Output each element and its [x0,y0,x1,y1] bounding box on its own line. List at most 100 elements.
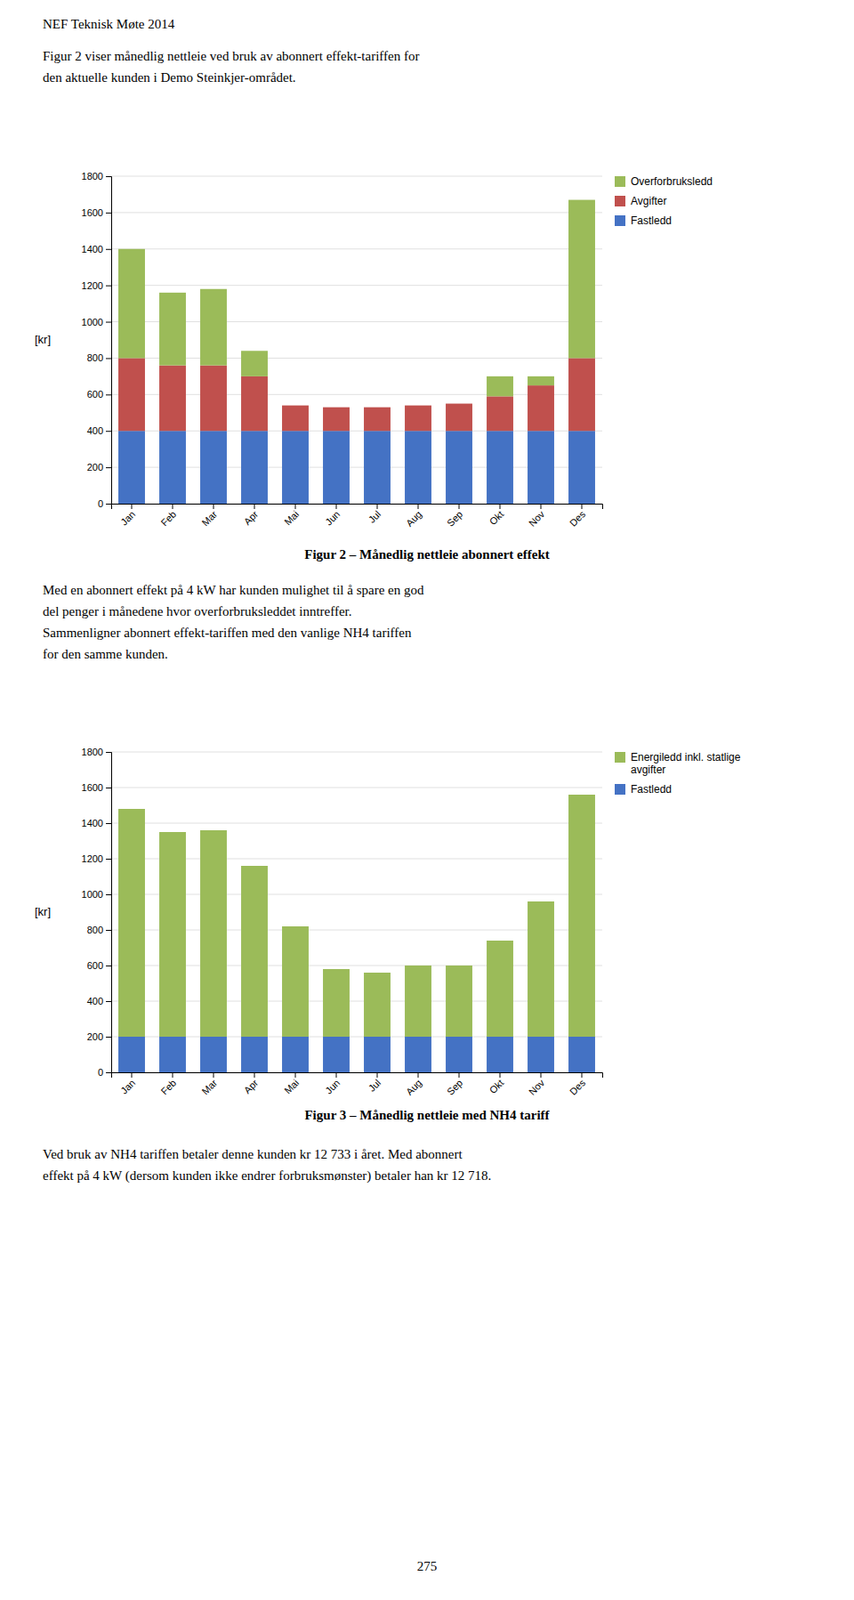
bar [200,289,227,366]
tick-mark [105,751,112,753]
legend-item: Fastledd [614,782,672,796]
bar [404,1036,432,1072]
bar [159,365,186,432]
tick: Des [567,1071,589,1097]
legend-label: Energiledd inkl. statligeavgifter [630,750,742,776]
tick: Jun [322,1071,342,1096]
tick: 200 [87,461,112,473]
bar [241,430,268,504]
bar [118,808,146,1037]
tick: 1400 [81,817,112,829]
bar [568,1036,596,1072]
bar [445,403,473,432]
tick-mark [105,965,112,967]
series [118,357,596,431]
tick-label: Jan [118,1077,137,1096]
grid-line [111,751,603,753]
tick-mark [105,322,112,323]
bar [118,357,146,431]
tick-label: 800 [87,352,104,363]
tick-label: Jul [366,508,383,525]
x-axis: JanFebMarAprMaiJunJulAugSepOktNovDes [112,503,604,529]
bar [404,404,432,406]
tick: Feb [158,503,178,528]
tick: 1800 [81,746,112,758]
tick-mark [459,503,460,509]
tick-mark [377,503,379,509]
tick: Mar [199,1071,219,1096]
tick-mark [105,822,112,824]
legend-item: Fastledd [614,214,672,227]
tick-mark [499,1071,501,1078]
tick-mark [459,1071,460,1078]
tick-label: 1800 [81,746,104,758]
tick-mark [581,1071,583,1078]
legend-swatch [614,751,626,763]
bar [568,200,596,359]
tick: 400 [87,995,112,1007]
tick-label: 1200 [81,280,104,291]
bar [363,1036,391,1072]
bars [118,200,596,504]
bar [527,1036,555,1072]
tick-mark [105,894,112,895]
bar [527,385,555,431]
bar [486,395,514,431]
page-number: 275 [417,1558,438,1573]
bar [404,405,432,432]
legend-swatch [614,195,626,207]
tick-label: Des [567,1076,589,1097]
bar [486,940,514,1037]
bar [363,430,391,504]
tick: Feb [158,1071,178,1096]
tick-mark [105,503,112,505]
tick-label: 400 [87,425,104,436]
tick: Apr [241,503,261,527]
legend-label: Overforbruksledd [630,175,713,188]
bar [568,430,596,504]
tick-mark [105,249,112,250]
series [118,430,596,504]
grid-line [111,211,603,213]
bar [281,1036,309,1072]
tick-label: Des [567,507,589,529]
bar [322,1036,350,1072]
tick-mark [105,212,112,214]
bar [445,430,473,504]
tick-mark [295,503,297,509]
tick-label: 1800 [81,170,104,182]
axis-line [112,504,604,510]
tick-label: Jan [118,508,137,528]
chart: 020040060080010001200140016001800JanFebM… [34,170,713,562]
bar [322,407,350,432]
tick: Aug [403,503,424,529]
tick-mark [254,1071,256,1078]
tick-mark [105,394,112,395]
tick-mark [105,787,112,789]
tick: Nov [526,503,548,529]
grid-line [111,787,603,789]
tick-mark [105,858,112,860]
bar [568,357,596,431]
tick: 800 [87,352,112,363]
grid-line [111,822,603,824]
bar [322,968,350,1037]
tick-mark [254,503,256,509]
bar [200,365,227,432]
tick: 800 [87,924,112,935]
tick: Mai [281,1071,301,1096]
tick-mark [105,357,112,359]
tick-label: Jun [322,508,342,528]
tick: 0 [97,498,112,509]
tick: Nov [526,1071,548,1097]
tick-mark [105,430,112,432]
tick-label: 1000 [81,888,104,900]
bar [486,376,514,396]
tick-label: 1400 [81,243,104,255]
chart-title: Figur 2 – Månedlig nettleie abonnert eff… [304,547,550,562]
tick: Okt [487,503,507,527]
tick: Sep [444,503,465,529]
tick-label: Jul [366,1077,383,1094]
bar [241,1036,268,1072]
tick-label: Sep [444,1077,465,1097]
